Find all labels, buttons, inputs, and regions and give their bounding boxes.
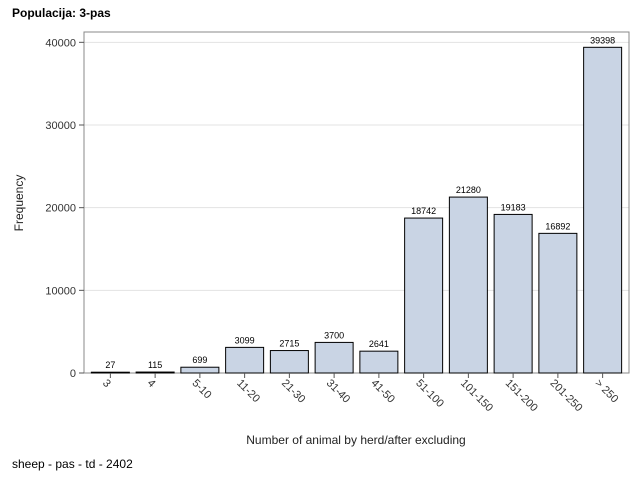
bar-11-20: [225, 346, 265, 374]
data-label: 2715: [279, 339, 299, 349]
y-axis-label: Frequency: [12, 175, 26, 232]
data-label: 19183: [501, 202, 526, 212]
data-label: 16892: [545, 221, 570, 231]
bar-5-10: [180, 366, 220, 374]
page-title: Populacija: 3-pas: [12, 6, 111, 20]
x-tick-label: 31-40: [324, 377, 352, 405]
bar-21-30: [269, 350, 309, 374]
bar-51-100: [404, 217, 444, 374]
x-tick-label: 101-150: [458, 377, 495, 414]
bar-201-250: [538, 232, 578, 374]
x-tick-label: 4: [145, 377, 158, 390]
y-tick-label: 0: [70, 368, 76, 380]
data-labels: 27 115 699 3099 2715 3700 2641 18742 21280 19183 1…: [105, 35, 615, 370]
x-tick-label: 51-100: [413, 377, 446, 410]
x-tick-label: 3: [100, 377, 113, 390]
x-tick-label: 11-20: [234, 377, 262, 405]
y-tick-label: 20000: [45, 203, 76, 215]
x-tick-label: 21-30: [279, 377, 307, 405]
bar-4: [135, 371, 175, 374]
bar-151-200: [493, 213, 533, 374]
y-tick-label: 30000: [45, 120, 76, 132]
data-label: 18742: [411, 206, 436, 216]
data-label: 115: [148, 360, 162, 370]
bars: [90, 46, 623, 374]
y-axis: 0 10000 20000 30000 40000: [45, 37, 84, 380]
y-tick-label: 10000: [45, 285, 76, 297]
x-tick-label: 201-250: [548, 377, 585, 414]
x-axis: 3 4 5-10 11-20 21-30 31-40 41-50 51-100 101-150 1…: [100, 373, 620, 414]
data-label: 2641: [369, 339, 389, 349]
bar-41-50: [359, 350, 399, 374]
data-label: 21280: [456, 185, 481, 195]
x-tick-label: 151-200: [503, 377, 540, 414]
plot-area: [83, 31, 630, 374]
bar-3: [90, 371, 130, 374]
data-label: 699: [192, 355, 207, 365]
bar-101-150: [448, 196, 488, 374]
data-label: 27: [105, 360, 115, 370]
data-label: 39398: [590, 35, 615, 45]
data-label: 3099: [235, 335, 255, 345]
y-tick-label: 40000: [45, 37, 76, 49]
x-tick-label: > 250: [592, 377, 620, 405]
x-axis-label: Number of animal by herd/after excluding: [246, 433, 465, 447]
data-label: 3700: [324, 330, 344, 340]
bar-31-40: [314, 341, 354, 374]
grid-lines: [84, 41, 629, 291]
footnote: sheep - pas - td - 2402: [12, 457, 133, 471]
x-tick-label: 41-50: [369, 377, 397, 405]
bar-> 250: [583, 46, 623, 374]
x-tick-label: 5-10: [190, 377, 214, 401]
